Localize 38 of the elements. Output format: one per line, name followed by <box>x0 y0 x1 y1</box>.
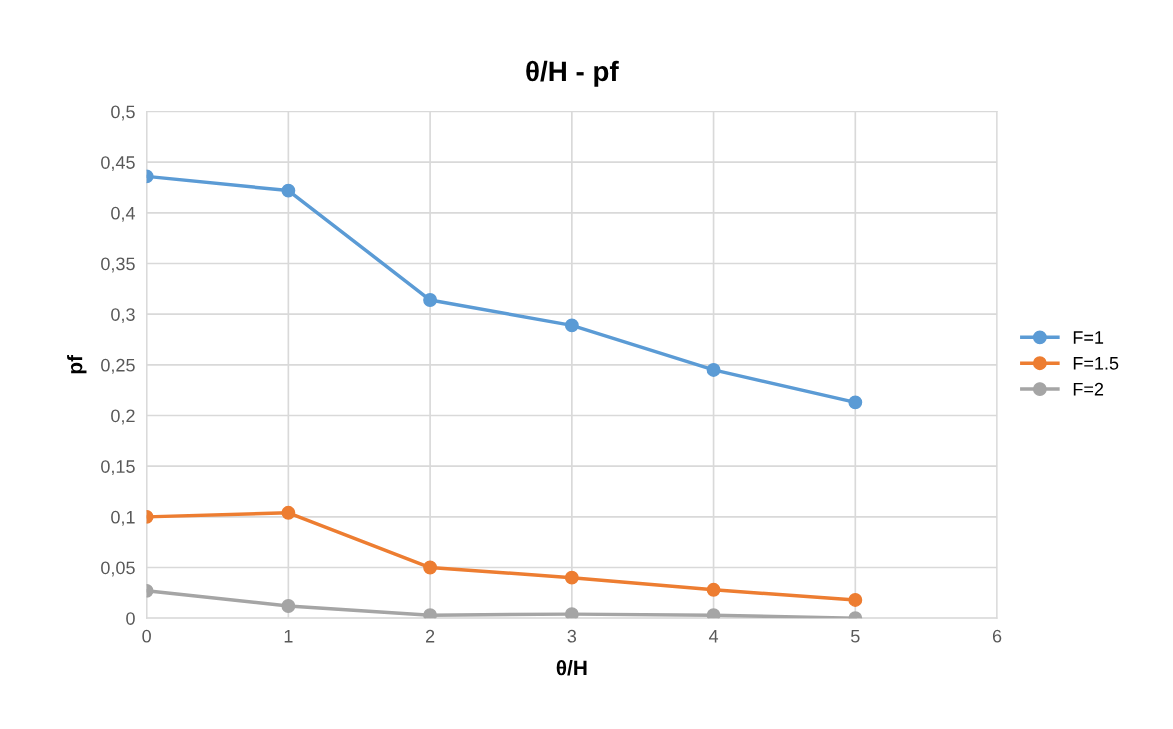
y-tick-label: 0,1 <box>111 510 135 526</box>
point <box>423 560 438 575</box>
x-tick-label: 6 <box>992 629 1002 643</box>
y-tick-label: 0,25 <box>101 358 135 374</box>
point <box>423 608 438 619</box>
chart-title: θ/H - pf <box>526 60 619 87</box>
x-tick-label: 3 <box>567 629 577 643</box>
y-tick-label: 0,2 <box>111 409 135 425</box>
point <box>281 505 296 520</box>
y-tick-label: 0,35 <box>101 257 135 273</box>
x-axis-title: θ/H <box>556 660 587 676</box>
point <box>706 362 721 377</box>
point <box>281 599 296 613</box>
legend-label: F=1.5 <box>1073 357 1119 370</box>
y-axis-title: pf <box>67 354 87 374</box>
point <box>423 293 438 307</box>
point <box>848 593 863 607</box>
y-tick-label: 0,5 <box>111 105 135 121</box>
y-tick-label: 0,3 <box>111 308 135 324</box>
point <box>706 582 721 597</box>
legend-label: F=2 <box>1073 382 1104 396</box>
point <box>848 395 863 410</box>
y-tick-label: 0,4 <box>111 206 135 222</box>
legend-label: F=1 <box>1073 331 1104 344</box>
x-tick-label: 1 <box>284 629 293 643</box>
y-tick-label: 0,45 <box>101 156 135 172</box>
x-tick-label: 2 <box>425 629 435 643</box>
point <box>564 607 579 619</box>
point <box>564 318 579 333</box>
point <box>564 570 579 585</box>
y-tick-label: 0 <box>126 612 135 625</box>
x-tick-label: 0 <box>142 629 151 643</box>
x-tick-label: 5 <box>851 629 860 643</box>
y-tick-label: 0,05 <box>101 561 135 577</box>
point <box>281 183 296 198</box>
y-tick-label: 0,15 <box>101 460 135 476</box>
x-tick-label: 4 <box>708 629 719 643</box>
point <box>706 608 721 619</box>
